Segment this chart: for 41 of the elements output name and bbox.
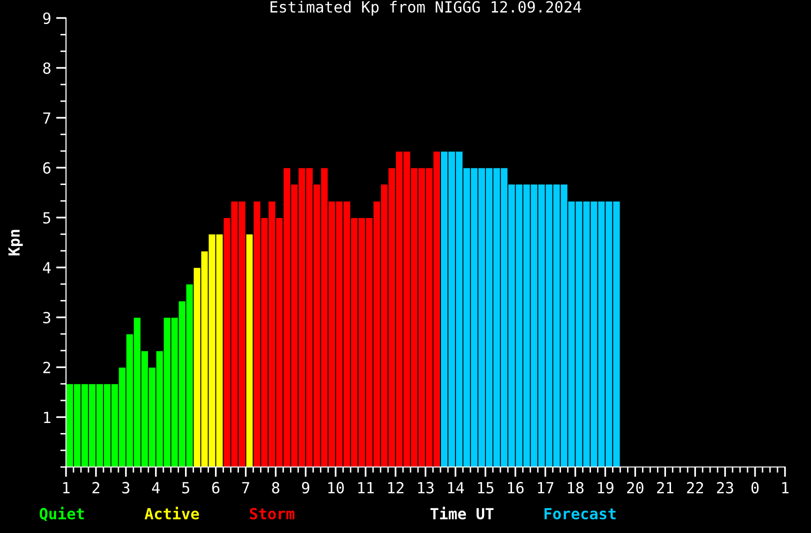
x-axis-title: Time UT — [430, 506, 494, 520]
y-tick-label: 7 — [43, 112, 50, 124]
y-tick-label: 3 — [43, 312, 50, 324]
y-tick-label: 2 — [43, 362, 50, 374]
x-tick-label: 1 — [63, 482, 70, 494]
y-axis-title: Kpn — [8, 230, 23, 256]
x-tick-label: 6 — [212, 482, 220, 494]
y-tick-label: 6 — [43, 162, 50, 174]
y-tick-label: 5 — [43, 212, 50, 224]
x-tick-label: 1 — [782, 482, 789, 494]
x-tick-label: 2 — [92, 482, 100, 494]
x-tick-label: 14 — [448, 482, 464, 494]
x-tick-label: 23 — [717, 482, 734, 494]
text: Quiet — [40, 506, 84, 522]
x-tick-label: 5 — [182, 482, 190, 494]
y-tick-label: 1 — [44, 412, 50, 423]
x-tick-label: 8 — [272, 482, 280, 494]
x-tick-label: 21 — [657, 482, 674, 494]
x-tick-label: 12 — [388, 482, 404, 494]
x-tick-label: 13 — [418, 482, 434, 494]
x-tick-label: 4 — [152, 482, 160, 494]
x-tick-label: 15 — [478, 482, 494, 494]
x-tick-label: 17 — [538, 482, 554, 494]
x-tick-label: 20 — [627, 482, 644, 494]
text: Forecast — [544, 508, 616, 520]
x-tick-label: 0 — [751, 482, 759, 494]
x-tick-label: 9 — [302, 482, 310, 494]
x-tick-label: 18 — [568, 482, 584, 494]
x-tick-label: 19 — [598, 482, 614, 494]
x-tick-label: 7 — [242, 482, 250, 494]
x-tick-label: 16 — [508, 482, 524, 494]
text: Active — [144, 506, 199, 520]
chart-title: Estimated Kp from NIGGG 12.09.2024 — [270, 0, 582, 16]
y-tick-label: 8 — [43, 62, 50, 74]
y-tick-label: 9 — [43, 12, 50, 24]
x-tick-label: 22 — [687, 482, 704, 494]
y-tick-label: 4 — [42, 262, 51, 274]
x-tick-label: 10 — [328, 482, 344, 494]
x-tick-label: 11 — [358, 482, 374, 494]
x-tick-label: 3 — [122, 482, 130, 494]
text: Storm — [250, 508, 294, 520]
